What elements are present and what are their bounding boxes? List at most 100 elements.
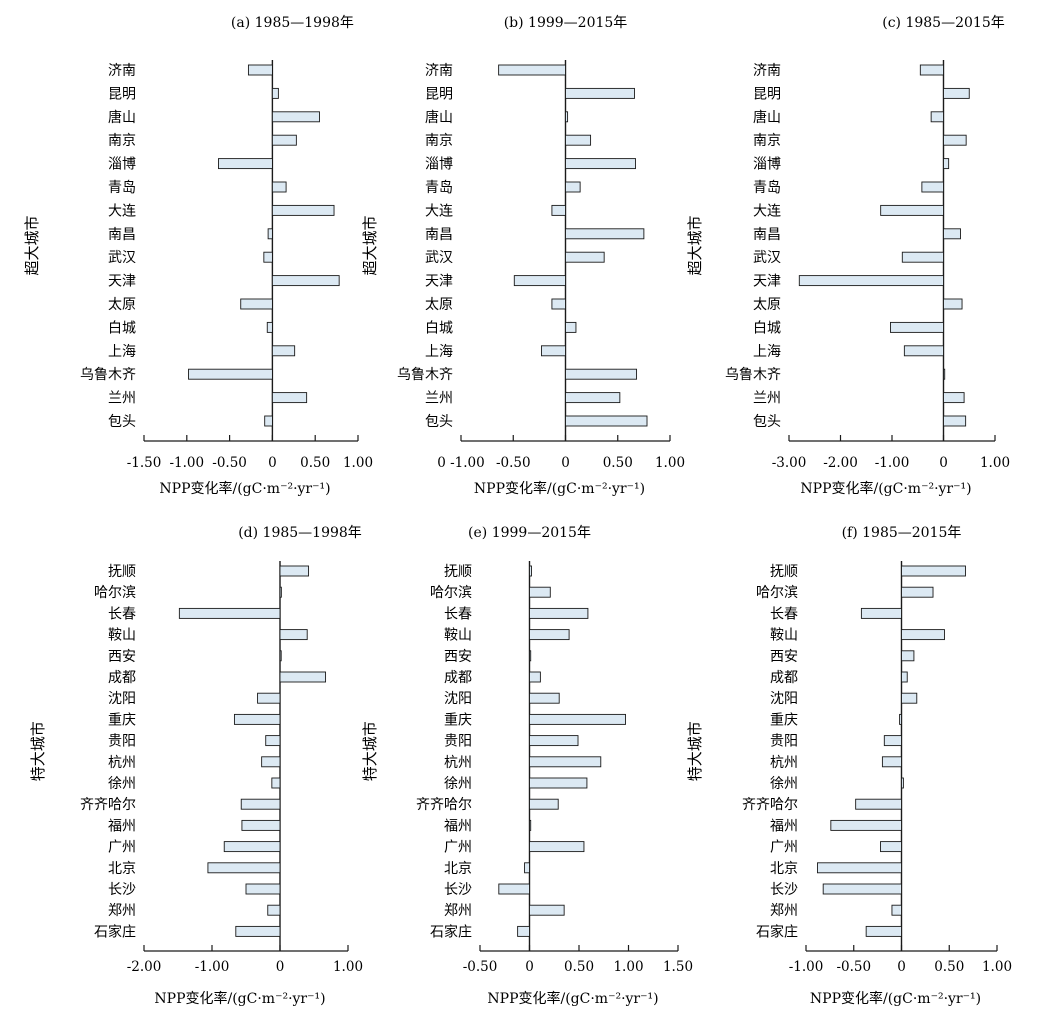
y-axis-title: 超大城市	[23, 215, 41, 275]
category-label: 济南	[108, 63, 136, 79]
category-label: 兰州	[753, 391, 781, 407]
category-label: 徐州	[770, 776, 798, 792]
category-label: 重庆	[108, 712, 136, 728]
x-tick-label: 0	[268, 455, 277, 471]
category-label: 广州	[770, 840, 798, 856]
category-label: 广州	[444, 840, 472, 856]
category-label: 太原	[753, 297, 781, 313]
category-label: 福州	[444, 818, 472, 834]
bar	[551, 298, 566, 310]
bar	[901, 565, 966, 577]
x-tick-label: -1.00	[195, 959, 230, 975]
category-label: 天津	[425, 274, 453, 290]
x-tick-label: -3.00	[772, 455, 807, 471]
bar	[279, 650, 282, 662]
bar	[498, 64, 566, 76]
x-tick-label: 0.50	[300, 455, 330, 471]
x-tick-label: -0.50	[212, 455, 247, 471]
category-label: 乌鲁木齐	[80, 367, 136, 383]
bar	[265, 735, 281, 747]
bar	[271, 204, 335, 216]
bar	[271, 134, 297, 146]
x-tick-label: -1.00	[169, 455, 204, 471]
category-label: 沈阳	[108, 691, 136, 707]
x-tick-label: -1.00	[875, 455, 910, 471]
x-axis-title: NPP变化率/(gC·m⁻²·yr⁻¹)	[810, 990, 981, 1007]
category-label: 杭州	[108, 755, 136, 771]
bar	[565, 392, 621, 404]
category-label: 青岛	[425, 180, 453, 196]
bar	[943, 415, 967, 427]
x-tick-label: -1.00	[789, 959, 824, 975]
category-label: 福州	[770, 818, 798, 834]
category-label: 大连	[108, 203, 136, 219]
panel-title: (e) 1999—2015年	[468, 525, 591, 541]
bar	[880, 204, 944, 216]
category-label: 南昌	[753, 227, 781, 243]
x-tick-label: -0.50	[463, 959, 498, 975]
category-label: 昆明	[425, 86, 453, 102]
bar	[943, 158, 950, 170]
category-label: 乌鲁木齐	[725, 367, 781, 383]
bar	[529, 565, 532, 577]
category-label: 福州	[108, 818, 136, 834]
category-label: 昆明	[108, 86, 136, 102]
bar	[919, 64, 944, 76]
bar	[903, 345, 944, 357]
category-label: 鞍山	[444, 628, 472, 644]
bar	[524, 862, 530, 874]
bar	[529, 629, 570, 641]
bar	[817, 862, 902, 874]
category-label: 淄博	[108, 156, 136, 173]
category-label: 上海	[425, 344, 453, 360]
category-label: 太原	[425, 297, 453, 313]
category-label: 成都	[444, 670, 472, 686]
bar	[207, 862, 281, 874]
bar	[235, 925, 281, 937]
x-axis-title: NPP变化率/(gC·m⁻²·yr⁻¹)	[487, 990, 658, 1007]
x-tick-label: 1.00	[343, 455, 373, 471]
category-label: 齐齐哈尔	[742, 797, 798, 813]
category-label: 杭州	[444, 755, 472, 771]
bar	[257, 692, 281, 704]
x-tick-label: -0.50	[496, 455, 531, 471]
panel-title: (b) 1999—2015年	[504, 15, 628, 31]
category-label: 郑州	[444, 903, 472, 919]
bar	[565, 251, 605, 263]
bar	[943, 134, 967, 146]
bar	[565, 321, 577, 333]
category-label: 包头	[753, 414, 781, 430]
category-label: 兰州	[425, 391, 453, 407]
x-axis-title: NPP变化率/(gC·m⁻²·yr⁻¹)	[800, 480, 971, 497]
category-label: 成都	[108, 670, 136, 686]
x-tick-label: 0	[897, 959, 906, 975]
bar	[901, 692, 918, 704]
bar	[247, 64, 273, 76]
category-label: 武汉	[753, 250, 781, 266]
bar	[798, 275, 944, 287]
category-label: 唐山	[425, 109, 453, 126]
bar	[529, 841, 585, 853]
category-label: 青岛	[753, 180, 781, 196]
bar	[565, 134, 592, 146]
category-label: 石家庄	[430, 923, 472, 940]
x-tick-label: -2.00	[127, 959, 162, 975]
category-label: 贵阳	[444, 734, 472, 750]
category-label: 重庆	[770, 712, 798, 728]
bar	[565, 87, 635, 99]
bar	[267, 904, 281, 916]
category-label: 长沙	[770, 882, 798, 898]
bar	[565, 158, 636, 170]
bar	[943, 87, 970, 99]
bar	[223, 841, 281, 853]
category-label: 长沙	[108, 882, 136, 898]
category-label: 成都	[770, 670, 798, 686]
category-label: 齐齐哈尔	[80, 797, 136, 813]
category-label: 鞍山	[108, 628, 136, 644]
x-tick-label: 1.00	[655, 455, 685, 471]
category-label: 包头	[425, 414, 453, 430]
